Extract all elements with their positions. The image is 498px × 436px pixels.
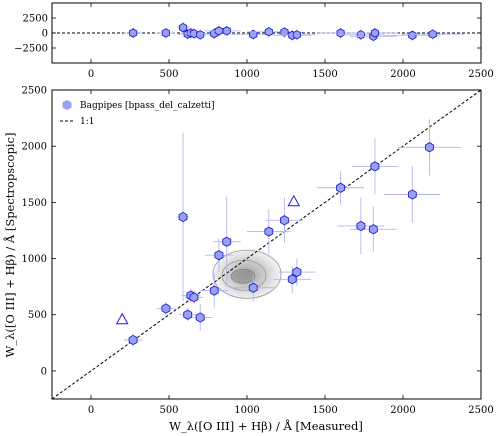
main-y-tick-label: 2000 (22, 142, 47, 153)
main-x-tick-label: 2500 (468, 405, 493, 416)
upper-limit-triangle (115, 312, 129, 325)
main-marker (248, 282, 258, 293)
main-marker (356, 220, 366, 232)
main-marker (287, 274, 297, 285)
residual-point (351, 27, 399, 39)
residual-marker (370, 28, 380, 38)
main-marker (280, 215, 289, 226)
residual-x-tick-label: 2500 (468, 69, 493, 80)
residual-marker (189, 28, 199, 39)
one-to-one-line-layer (52, 90, 481, 399)
main-marker (183, 309, 193, 320)
main-y-tick-label: 2500 (22, 86, 47, 97)
main-panel: 0 500 1000 1500 2000 2500 0 500 1000 1500 2000 2500… (3, 86, 494, 434)
residual-points (123, 22, 464, 42)
main-x-tick-label: 1500 (312, 405, 337, 416)
residual-point (401, 28, 464, 40)
legend-entry-bagpipes: Bagpipes [bpass_del_calzetti] (80, 101, 215, 111)
main-marker (336, 182, 346, 193)
main-x-tick-label: 0 (88, 405, 94, 416)
residual-marker (336, 28, 345, 38)
residual-marker (408, 30, 417, 41)
residual-point (123, 27, 143, 39)
residual-point (212, 25, 241, 37)
residual-marker (178, 22, 188, 33)
residual-marker (129, 28, 138, 38)
one-to-one-line (52, 90, 481, 399)
residual-point (156, 27, 176, 39)
main-marker (214, 250, 224, 261)
residual-x-tick-label: 1000 (234, 69, 259, 80)
residual-marker (222, 26, 231, 36)
main-marker (222, 236, 232, 247)
main-marker (368, 224, 378, 235)
main-marker (195, 312, 205, 323)
residual-point (278, 29, 316, 41)
main-errorbars (123, 119, 461, 347)
residual-y-tick-label: 2500 (23, 14, 48, 25)
residual-y-tick-label: −2500 (14, 44, 48, 55)
main-y-tick-label: 500 (28, 310, 47, 321)
residual-marker (356, 30, 365, 40)
main-x-tick-label: 500 (159, 405, 178, 416)
residual-point (187, 29, 213, 41)
residual-x-tick-label: 0 (88, 69, 94, 80)
residual-marker (161, 28, 170, 38)
main-marker (189, 292, 199, 303)
x-axis-label: W_λ([O III] + Hβ) / Å [Measured] (169, 419, 363, 433)
main-plot-area (52, 90, 481, 399)
legend: Bagpipes [bpass_del_calzetti] 1:1 (60, 99, 215, 127)
main-y-tick-label: 1500 (22, 198, 47, 209)
main-ticks: 0 500 1000 1500 2000 2500 0 500 1000 1500 2000 2500 (22, 86, 494, 417)
main-marker (161, 303, 171, 314)
legend-hexagon-marker (62, 99, 72, 111)
main-marker (178, 211, 188, 223)
residual-ticks: 0 500 1000 1500 2000 2500 2500 0 −2500 (14, 3, 494, 80)
main-y-tick-label: 0 (41, 366, 47, 377)
residual-marker (292, 30, 302, 40)
density-contours (209, 246, 285, 303)
residual-marker (280, 27, 289, 37)
density-contour-outer (212, 249, 282, 299)
main-x-tick-label: 1000 (234, 405, 259, 416)
main-frame (51, 89, 482, 400)
residual-marker (249, 29, 258, 40)
main-marker (128, 334, 138, 346)
upper-limit-triangle (287, 194, 301, 207)
residual-marker (428, 29, 437, 39)
main-marker (292, 266, 302, 278)
residual-panel: 0 500 1000 1500 2000 2500 2500 0 −2500 (14, 2, 494, 80)
main-points (115, 142, 434, 346)
y-axis-label: W_λ([O III] + Hβ) / Å [Spectropscopic] (3, 133, 17, 358)
residual-point (176, 22, 190, 33)
residual-marker (196, 30, 205, 40)
main-marker (407, 189, 417, 200)
main-marker (264, 226, 274, 237)
main-marker (425, 142, 434, 153)
legend-entry-one-to-one: 1:1 (80, 117, 94, 127)
main-marker (209, 285, 219, 296)
residual-x-tick-label: 500 (159, 69, 178, 80)
main-y-tick-label: 1000 (22, 254, 47, 265)
residual-x-tick-label: 1500 (312, 69, 337, 80)
density-contour-inner (230, 268, 256, 284)
residual-x-tick-label: 2000 (390, 69, 415, 80)
main-marker (370, 161, 380, 172)
main-x-tick-label: 2000 (390, 405, 415, 416)
residual-y-tick-label: 0 (42, 29, 48, 40)
